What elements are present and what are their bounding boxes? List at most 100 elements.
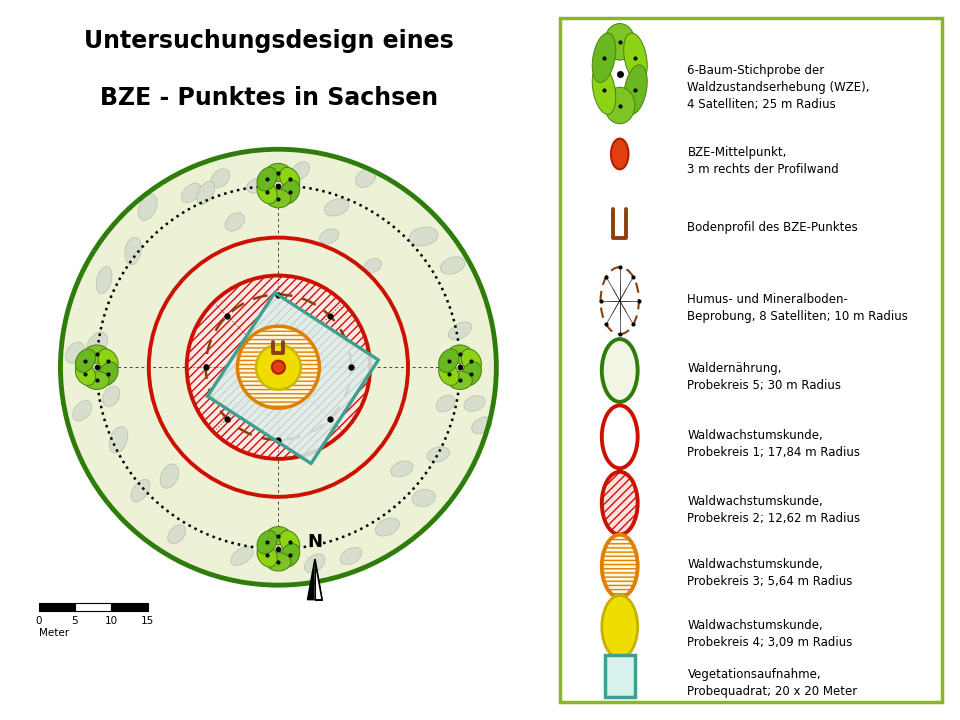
Text: BZE-Mittelpunkt,
3 m rechts der Profilwand: BZE-Mittelpunkt, 3 m rechts der Profilwa… <box>687 146 839 176</box>
Ellipse shape <box>103 386 120 406</box>
Ellipse shape <box>96 266 112 294</box>
Polygon shape <box>315 559 322 600</box>
Ellipse shape <box>230 546 253 565</box>
Text: Waldernährung,
Probekreis 5; 30 m Radius: Waldernährung, Probekreis 5; 30 m Radius <box>687 362 842 392</box>
Ellipse shape <box>464 396 485 411</box>
Ellipse shape <box>266 163 291 181</box>
Ellipse shape <box>427 446 449 462</box>
Ellipse shape <box>279 167 300 191</box>
Circle shape <box>602 339 637 402</box>
Text: 5: 5 <box>72 616 79 626</box>
Ellipse shape <box>138 194 157 220</box>
Text: BZE - Punktes in Sachsen: BZE - Punktes in Sachsen <box>100 86 438 110</box>
Ellipse shape <box>226 213 245 231</box>
Text: Meter: Meter <box>38 628 69 638</box>
Polygon shape <box>207 292 378 464</box>
Ellipse shape <box>592 65 615 114</box>
Polygon shape <box>307 559 315 600</box>
Text: Waldwachstumskunde,
Probekreis 4; 3,09 m Radius: Waldwachstumskunde, Probekreis 4; 3,09 m… <box>687 618 852 649</box>
Ellipse shape <box>160 464 179 488</box>
Ellipse shape <box>65 342 84 363</box>
Ellipse shape <box>279 531 300 554</box>
Circle shape <box>256 345 300 390</box>
Bar <box>75 603 111 611</box>
Ellipse shape <box>324 199 348 216</box>
Bar <box>605 654 635 697</box>
Bar <box>38 603 75 611</box>
Ellipse shape <box>247 179 267 193</box>
Text: 6-Baum-Stichprobe der
Waldzustandserhebung (WZE),
4 Satelliten; 25 m Radius: 6-Baum-Stichprobe der Waldzustandserhebu… <box>687 64 870 111</box>
Ellipse shape <box>436 395 455 412</box>
Text: Waldwachstumskunde,
Probekreis 1; 17,84 m Radius: Waldwachstumskunde, Probekreis 1; 17,84 … <box>687 429 860 459</box>
Text: Humus- und Mineralboden-
Beprobung, 8 Satelliten; 10 m Radius: Humus- und Mineralboden- Beprobung, 8 Sa… <box>687 292 908 323</box>
Ellipse shape <box>624 65 647 114</box>
Ellipse shape <box>447 345 472 364</box>
Ellipse shape <box>86 332 108 359</box>
Ellipse shape <box>447 371 472 390</box>
Text: Vegetationsaufnahme,
Probequadrat; 20 x 20 Meter: Vegetationsaufnahme, Probequadrat; 20 x … <box>687 667 857 698</box>
Circle shape <box>602 595 637 658</box>
Ellipse shape <box>168 525 185 544</box>
Circle shape <box>611 139 629 169</box>
Ellipse shape <box>320 229 339 244</box>
Ellipse shape <box>605 87 635 124</box>
Ellipse shape <box>341 547 362 564</box>
Ellipse shape <box>364 258 381 273</box>
Ellipse shape <box>409 227 438 246</box>
Ellipse shape <box>291 162 309 180</box>
Circle shape <box>272 361 285 374</box>
Ellipse shape <box>448 322 471 340</box>
Ellipse shape <box>257 181 277 204</box>
Ellipse shape <box>266 553 291 571</box>
Ellipse shape <box>181 183 201 202</box>
Ellipse shape <box>355 169 375 187</box>
Text: 15: 15 <box>141 616 155 626</box>
Text: Waldwachstumskunde,
Probekreis 2; 12,62 m Radius: Waldwachstumskunde, Probekreis 2; 12,62 … <box>687 495 860 525</box>
Text: N: N <box>307 533 323 551</box>
Ellipse shape <box>257 167 277 191</box>
Ellipse shape <box>461 349 481 372</box>
Ellipse shape <box>84 371 109 390</box>
Circle shape <box>602 405 637 468</box>
Circle shape <box>237 326 320 408</box>
Ellipse shape <box>304 554 324 573</box>
Ellipse shape <box>257 531 277 554</box>
Circle shape <box>602 534 637 598</box>
Ellipse shape <box>197 181 215 204</box>
Text: Waldwachstumskunde,
Probekreis 3; 5,64 m Radius: Waldwachstumskunde, Probekreis 3; 5,64 m… <box>687 558 852 588</box>
Ellipse shape <box>76 362 96 385</box>
Text: Bodenprofil des BZE-Punktes: Bodenprofil des BZE-Punktes <box>687 221 858 234</box>
Circle shape <box>602 472 637 534</box>
Ellipse shape <box>211 169 229 188</box>
Ellipse shape <box>412 490 435 506</box>
Ellipse shape <box>439 362 459 385</box>
Ellipse shape <box>109 426 128 453</box>
Ellipse shape <box>131 480 150 502</box>
Text: 10: 10 <box>105 616 118 626</box>
Ellipse shape <box>84 345 109 364</box>
Ellipse shape <box>624 33 647 83</box>
Ellipse shape <box>279 544 300 567</box>
Ellipse shape <box>76 349 96 372</box>
Ellipse shape <box>98 362 118 385</box>
Ellipse shape <box>125 238 141 265</box>
Ellipse shape <box>605 24 635 60</box>
Ellipse shape <box>257 544 277 567</box>
Ellipse shape <box>98 349 118 372</box>
Ellipse shape <box>73 400 92 421</box>
Circle shape <box>186 276 371 459</box>
Text: 0: 0 <box>36 616 42 626</box>
Text: Untersuchungsdesign eines: Untersuchungsdesign eines <box>84 29 454 53</box>
Circle shape <box>60 149 496 585</box>
Ellipse shape <box>391 461 413 477</box>
Ellipse shape <box>441 257 465 274</box>
Ellipse shape <box>592 33 615 83</box>
Ellipse shape <box>439 349 459 372</box>
Ellipse shape <box>471 417 492 433</box>
Bar <box>111 603 148 611</box>
Ellipse shape <box>266 526 291 545</box>
Ellipse shape <box>266 189 291 208</box>
Ellipse shape <box>279 181 300 204</box>
Ellipse shape <box>461 362 481 385</box>
Ellipse shape <box>375 518 399 536</box>
